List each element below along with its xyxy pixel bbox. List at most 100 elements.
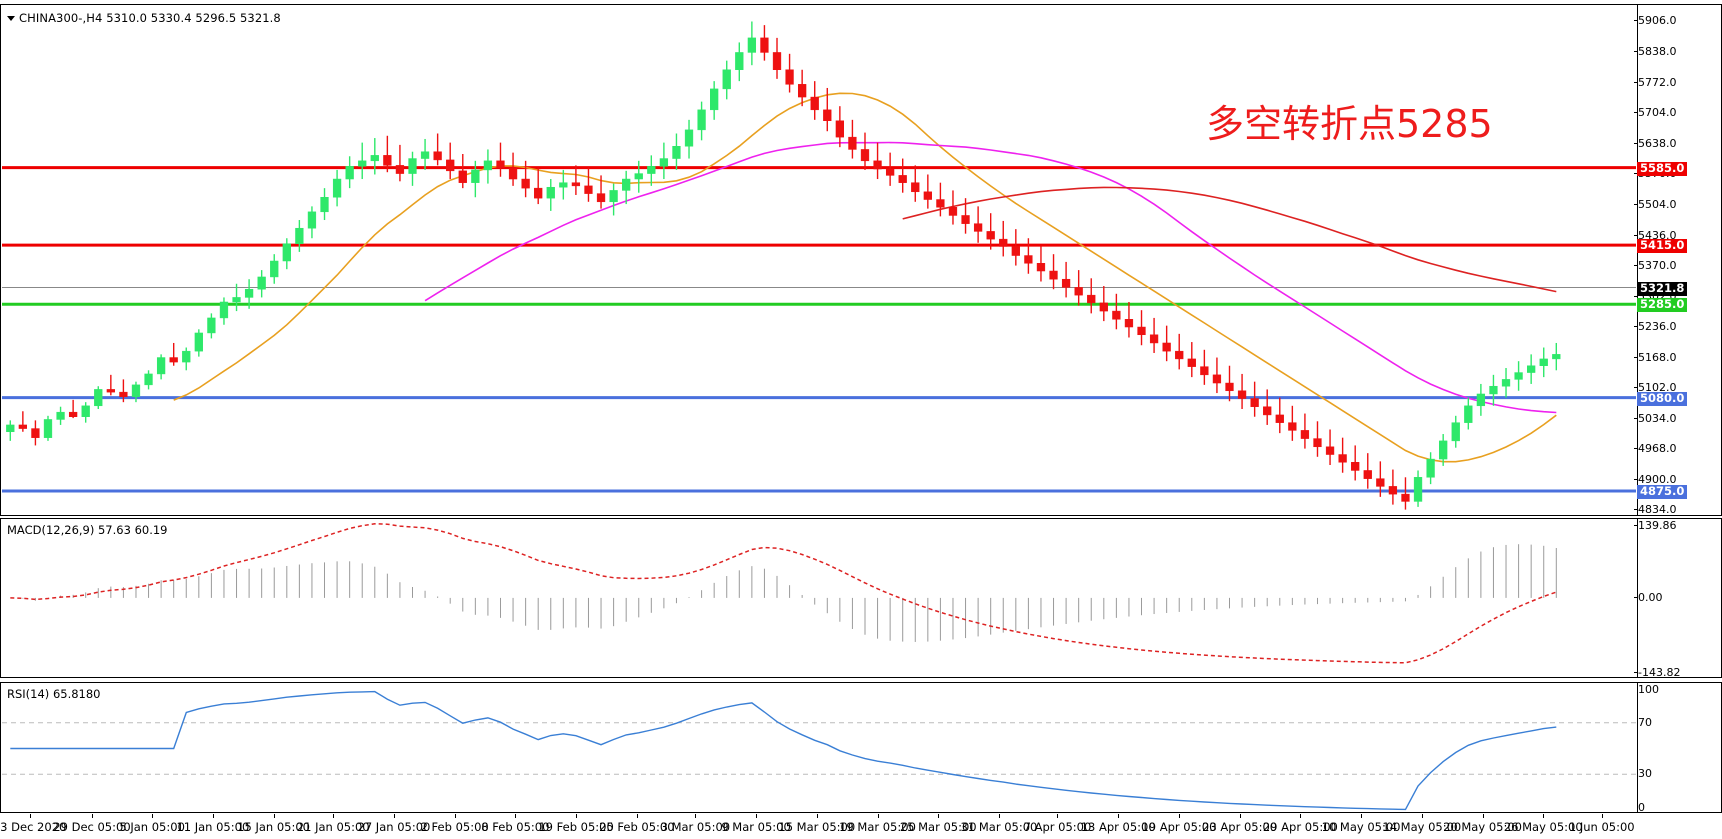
rsi-tick: 30 bbox=[1638, 767, 1652, 781]
candle-body bbox=[747, 37, 757, 53]
candle-body bbox=[496, 160, 505, 168]
time-tick-label: 10 May 05:00 bbox=[1321, 820, 1401, 834]
rsi-plot-area[interactable] bbox=[2, 684, 1636, 811]
candlestick-series bbox=[6, 21, 1561, 510]
time-tick-mark bbox=[1361, 814, 1363, 818]
candle-body bbox=[898, 175, 907, 183]
candle-body bbox=[710, 88, 719, 111]
candle-body bbox=[219, 301, 229, 319]
time-tick-mark bbox=[636, 814, 638, 818]
candle-body bbox=[282, 243, 291, 262]
support-5080-badge[interactable]: 5080.0 bbox=[1637, 391, 1688, 406]
time-tick-label: 27 Jan 05:00 bbox=[357, 820, 431, 834]
candle-body bbox=[458, 170, 467, 183]
time-tick-mark bbox=[756, 814, 758, 818]
candle-body bbox=[483, 160, 493, 171]
candle-body bbox=[68, 411, 78, 417]
rsi-scale-separator bbox=[1637, 683, 1638, 812]
time-tick-label: 7 Apr 05:00 bbox=[1023, 820, 1092, 834]
candle-body bbox=[1036, 263, 1046, 272]
candle-body bbox=[1024, 255, 1033, 264]
candle-body bbox=[823, 109, 832, 121]
macd-tick: -143.82 bbox=[1633, 666, 1681, 679]
candle-body bbox=[207, 317, 216, 334]
candle-body bbox=[697, 109, 706, 131]
rsi-tick: 70 bbox=[1638, 715, 1652, 729]
chart-header[interactable]: CHINA300-,H4 5310.0 5330.4 5296.5 5321.8 bbox=[7, 11, 281, 25]
candle-body bbox=[1112, 310, 1121, 320]
candle-body bbox=[1124, 319, 1134, 328]
candle-body bbox=[911, 182, 920, 193]
candle-body bbox=[1401, 493, 1410, 502]
candle-body bbox=[1049, 270, 1058, 280]
candle-body bbox=[408, 158, 417, 174]
candle-body bbox=[1011, 246, 1020, 256]
price-plot-area[interactable] bbox=[2, 6, 1636, 514]
candle-body bbox=[1175, 350, 1184, 360]
price-chart-panel[interactable]: CHINA300-,H4 5310.0 5330.4 5296.5 5321.8… bbox=[0, 4, 1722, 516]
macd-panel[interactable]: MACD(12,26,9) 57.63 60.19 139.86 0.00 -143… bbox=[0, 518, 1722, 678]
rsi-axis: 100 70 30 0 bbox=[1638, 683, 1721, 813]
candle-body bbox=[18, 424, 28, 429]
price-annotation-text: 多空转折点5285 bbox=[1206, 102, 1493, 146]
candle-body bbox=[1162, 342, 1171, 352]
candle-body bbox=[1263, 406, 1272, 416]
candle-body bbox=[961, 215, 970, 224]
candle-body bbox=[659, 158, 669, 167]
caret-down-icon[interactable] bbox=[7, 16, 15, 21]
support-4875-badge[interactable]: 4875.0 bbox=[1637, 484, 1688, 499]
candle-body bbox=[722, 69, 731, 90]
candle-body bbox=[433, 151, 442, 161]
candle-body bbox=[760, 37, 769, 53]
candle-body bbox=[508, 167, 518, 180]
candle-body bbox=[1552, 354, 1561, 360]
candle-body bbox=[232, 297, 241, 303]
time-tick-mark bbox=[1178, 814, 1180, 818]
time-tick-mark bbox=[515, 814, 517, 818]
time-tick-label: 21 Jan 05:00 bbox=[296, 820, 370, 834]
time-tick-label: 20 May 05:00 bbox=[1443, 820, 1522, 834]
candle-body bbox=[1187, 358, 1196, 367]
candle-body bbox=[81, 405, 90, 417]
candle-body bbox=[596, 193, 606, 203]
macd-plot-area[interactable] bbox=[2, 520, 1636, 676]
price-scale-separator bbox=[1637, 5, 1638, 515]
price-tick: 5302.0 bbox=[1634, 289, 1677, 303]
support-5285-badge[interactable]: 5285.0 bbox=[1637, 298, 1688, 313]
candle-body bbox=[156, 357, 166, 375]
candle-body bbox=[948, 207, 958, 216]
time-tick-mark bbox=[877, 814, 879, 818]
candle-body bbox=[1464, 405, 1473, 423]
time-tick-mark bbox=[333, 814, 335, 818]
rsi-panel[interactable]: RSI(14) 65.8180 100 70 30 0 bbox=[0, 682, 1722, 813]
time-tick-label: 19 Mar 05:00 bbox=[839, 820, 916, 834]
candle-body bbox=[885, 168, 895, 176]
candle-body bbox=[1514, 372, 1523, 380]
time-tick-mark bbox=[29, 814, 31, 818]
price-axis[interactable]: 5906.05838.05772.05704.05638.05570.05504… bbox=[1634, 5, 1721, 515]
resistance-5415-badge[interactable]: 5415.0 bbox=[1637, 239, 1688, 254]
candle-body bbox=[546, 186, 555, 199]
candle-body bbox=[6, 424, 15, 433]
candle-body bbox=[672, 146, 681, 159]
time-tick-mark bbox=[695, 814, 697, 818]
price-tick: 5168.0 bbox=[1634, 350, 1677, 364]
candle-body bbox=[1313, 438, 1322, 448]
price-tick: 5704.0 bbox=[1634, 106, 1677, 120]
time-axis[interactable]: 23 Dec 2020 29 Dec 05:00 5 Jan 05:00 11 Jan… bbox=[0, 814, 1722, 839]
candle-body bbox=[1099, 302, 1108, 312]
resistance-5585-badge[interactable]: 5585.0 bbox=[1637, 161, 1688, 176]
ma-red-line bbox=[902, 186, 1557, 293]
candle-body bbox=[119, 391, 128, 397]
time-tick-mark bbox=[1543, 814, 1545, 818]
candle-body bbox=[182, 350, 191, 363]
candle-body bbox=[973, 223, 983, 232]
time-tick-mark bbox=[212, 814, 214, 818]
candle-body bbox=[1501, 379, 1511, 387]
candle-body bbox=[106, 389, 115, 393]
candle-body bbox=[307, 211, 317, 229]
current-price-badge[interactable]: 5321.8 bbox=[1637, 281, 1688, 296]
time-tick-label: 3 Mar 05:00 bbox=[660, 820, 731, 834]
candle-body bbox=[848, 136, 857, 150]
